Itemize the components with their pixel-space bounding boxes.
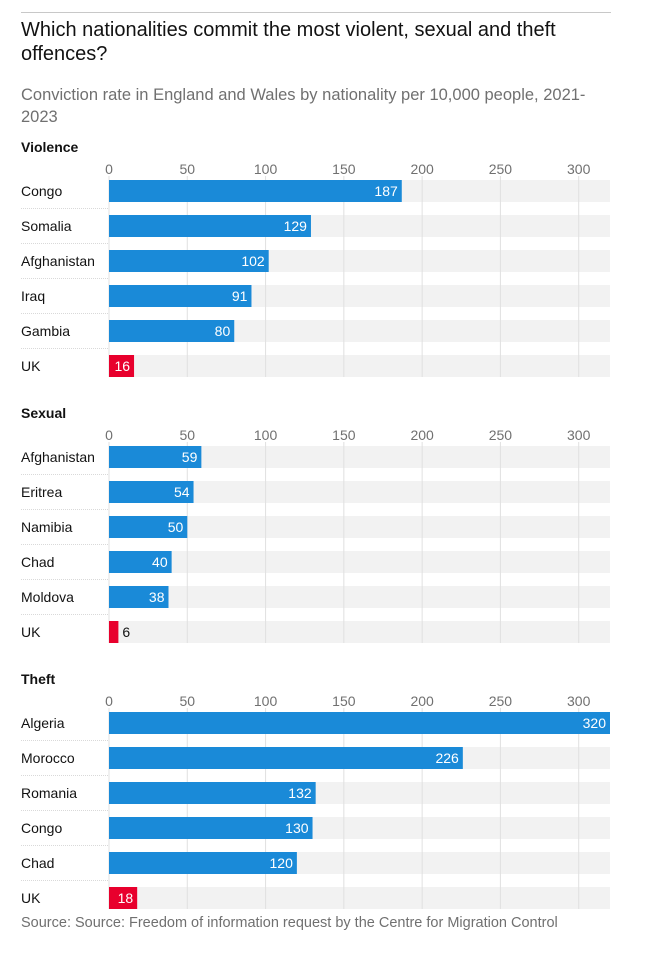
category-label: Congo: [21, 183, 62, 199]
category-label: Morocco: [21, 750, 75, 766]
bar: [109, 516, 188, 538]
sexual-bar-chart: 0 50 100 150 200 250 300 Afghanistan 59 Eritrea 54…: [21, 427, 610, 643]
category-label: Chad: [21, 855, 54, 871]
chart-title: Which nationalities commit the most viol…: [21, 19, 556, 65]
bar-value-label: 102: [241, 253, 265, 269]
violence-panel: Violence 0 50 100 150 200 250 300 Congo 187 Somal…: [0, 139, 648, 389]
x-tick-label: 50: [179, 427, 195, 443]
x-tick-label: 200: [410, 693, 434, 709]
x-tick-label: 300: [567, 427, 591, 443]
x-tick-label: 0: [105, 427, 113, 443]
bar: [109, 180, 402, 202]
bar-value-label: 187: [374, 183, 398, 199]
bar-value-label: 320: [583, 715, 607, 731]
x-tick-label: 200: [410, 427, 434, 443]
bar-value-label: 120: [270, 855, 294, 871]
x-tick-label: 250: [489, 693, 513, 709]
bar-value-label: 54: [174, 484, 190, 500]
category-label: Algeria: [21, 715, 65, 731]
source-note: Source: Source: Freedom of information r…: [21, 915, 558, 931]
bar: [109, 782, 316, 804]
category-label: Iraq: [21, 288, 45, 304]
bar-value-label: 18: [118, 890, 134, 906]
bar: [109, 215, 311, 237]
category-label: Namibia: [21, 519, 73, 535]
bar-track: [109, 516, 610, 538]
x-tick-label: 300: [567, 693, 591, 709]
category-label: Gambia: [21, 323, 70, 339]
bar-value-label: 50: [168, 519, 184, 535]
bar: [109, 712, 610, 734]
bar-value-label: 129: [284, 218, 308, 234]
sexual-panel: Sexual 0 50 100 150 200 250 300 Afghanistan 59 Er…: [0, 405, 648, 655]
x-tick-label: 100: [254, 427, 278, 443]
bar-track: [109, 355, 610, 377]
bar-track: [109, 586, 610, 608]
bar: [109, 285, 252, 307]
bar-track: [109, 621, 610, 643]
violence-bar-chart: 0 50 100 150 200 250 300 Congo 187 Somalia 129 Afgh…: [21, 161, 610, 377]
bar: [109, 250, 269, 272]
x-tick-label: 250: [489, 427, 513, 443]
category-label: UK: [21, 358, 41, 374]
bar: [109, 586, 169, 608]
bar: [109, 852, 297, 874]
x-tick-label: 150: [332, 161, 356, 177]
x-tick-label: 50: [179, 161, 195, 177]
bar-value-label: 80: [215, 323, 231, 339]
category-label: Afghanistan: [21, 253, 95, 269]
bar-track: [109, 446, 610, 468]
bar-value-label: 226: [435, 750, 459, 766]
category-label: UK: [21, 624, 41, 640]
bar: [109, 481, 194, 503]
category-label: Eritrea: [21, 484, 62, 500]
panel-title: Sexual: [21, 405, 67, 421]
x-tick-label: 150: [332, 427, 356, 443]
x-tick-label: 250: [489, 161, 513, 177]
x-tick-label: 50: [179, 693, 195, 709]
bar-track: [109, 481, 610, 503]
x-tick-label: 100: [254, 693, 278, 709]
bar-highlight: [109, 355, 135, 377]
bar-highlight: [109, 887, 138, 909]
theft-panel: Theft 0 50 100 150 200 250 300 Algeria 320 Morocc…: [0, 671, 648, 921]
bar: [109, 747, 463, 769]
bar: [109, 320, 235, 342]
bar-track: [109, 551, 610, 573]
theft-bar-chart: 0 50 100 150 200 250 300 Algeria 320 Morocco 226 Ro…: [21, 693, 610, 909]
category-label: Somalia: [21, 218, 72, 234]
bar-value-label: 130: [285, 820, 309, 836]
bar-value-label: 16: [114, 358, 130, 374]
x-tick-label: 200: [410, 161, 434, 177]
chart-subtitle: Conviction rate in England and Wales by …: [21, 86, 586, 126]
x-tick-label: 300: [567, 161, 591, 177]
category-label: Afghanistan: [21, 449, 95, 465]
x-tick-label: 0: [105, 161, 113, 177]
bar-value-label: 91: [232, 288, 248, 304]
bar-value-label: 40: [152, 554, 168, 570]
x-tick-label: 150: [332, 693, 356, 709]
bar-value-label: 38: [149, 589, 165, 605]
bar-highlight: [109, 621, 119, 643]
x-tick-label: 100: [254, 161, 278, 177]
bar-track: [109, 887, 610, 909]
bar-value-label: 59: [182, 449, 198, 465]
x-tick-label: 0: [105, 693, 113, 709]
bar: [109, 446, 202, 468]
category-label: UK: [21, 890, 41, 906]
panel-title: Theft: [21, 671, 56, 687]
top-rule: [21, 12, 611, 13]
bar: [109, 817, 313, 839]
category-label: Congo: [21, 820, 62, 836]
category-label: Chad: [21, 554, 54, 570]
panel-title: Violence: [21, 139, 79, 155]
category-label: Moldova: [21, 589, 74, 605]
bar: [109, 551, 172, 573]
bar-value-label: 6: [122, 624, 130, 640]
category-label: Romania: [21, 785, 77, 801]
bar-value-label: 132: [288, 785, 312, 801]
